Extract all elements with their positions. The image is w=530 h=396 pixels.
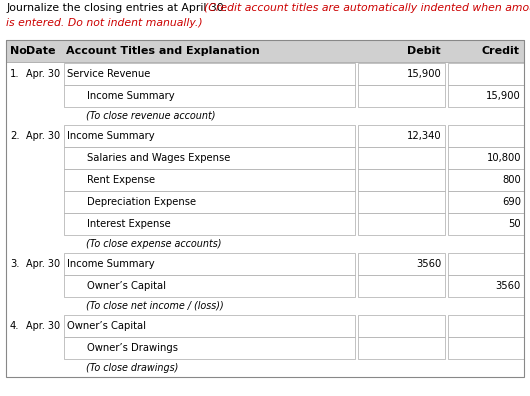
- Bar: [64, 337, 355, 359]
- Bar: [358, 275, 445, 297]
- Bar: [358, 337, 445, 359]
- Bar: [64, 125, 355, 147]
- Text: Income Summary: Income Summary: [87, 91, 174, 101]
- Bar: [358, 315, 445, 337]
- Text: 10,800: 10,800: [487, 153, 521, 163]
- Bar: [6, 40, 524, 62]
- Bar: [64, 213, 355, 235]
- Text: 800: 800: [502, 175, 521, 185]
- Text: Income Summary: Income Summary: [67, 259, 155, 269]
- Bar: [64, 253, 355, 275]
- Text: No.: No.: [10, 46, 31, 56]
- Bar: [448, 337, 524, 359]
- Text: 2.: 2.: [10, 131, 20, 141]
- Text: Income Summary: Income Summary: [67, 131, 155, 141]
- Bar: [358, 125, 445, 147]
- Text: Owner’s Capital: Owner’s Capital: [67, 321, 146, 331]
- Bar: [358, 85, 445, 107]
- Bar: [448, 253, 524, 275]
- Bar: [448, 275, 524, 297]
- Text: 15,900: 15,900: [486, 91, 521, 101]
- Bar: [358, 63, 445, 85]
- Text: Journalize the closing entries at April 30.: Journalize the closing entries at April …: [6, 3, 231, 13]
- Bar: [448, 147, 524, 169]
- Text: 3560: 3560: [496, 281, 521, 291]
- Bar: [358, 213, 445, 235]
- Bar: [448, 63, 524, 85]
- Text: 4.: 4.: [10, 321, 20, 331]
- Bar: [448, 191, 524, 213]
- Text: Apr. 30: Apr. 30: [26, 321, 60, 331]
- Bar: [64, 147, 355, 169]
- Bar: [64, 275, 355, 297]
- Text: Apr. 30: Apr. 30: [26, 131, 60, 141]
- Text: Rent Expense: Rent Expense: [87, 175, 155, 185]
- Bar: [64, 63, 355, 85]
- Text: (Credit account titles are automatically indented when amount: (Credit account titles are automatically…: [204, 3, 530, 13]
- Text: 690: 690: [502, 197, 521, 207]
- Bar: [64, 191, 355, 213]
- Bar: [358, 169, 445, 191]
- Text: 3.: 3.: [10, 259, 20, 269]
- Text: 1.: 1.: [10, 69, 20, 79]
- Text: Salaries and Wages Expense: Salaries and Wages Expense: [87, 153, 231, 163]
- Text: Apr. 30: Apr. 30: [26, 259, 60, 269]
- Text: Account Titles and Explanation: Account Titles and Explanation: [66, 46, 260, 56]
- Text: Service Revenue: Service Revenue: [67, 69, 151, 79]
- Text: 50: 50: [508, 219, 521, 229]
- Bar: [64, 85, 355, 107]
- Text: Debit: Debit: [408, 46, 441, 56]
- Text: Depreciation Expense: Depreciation Expense: [87, 197, 196, 207]
- Text: Owner’s Capital: Owner’s Capital: [87, 281, 166, 291]
- Bar: [448, 85, 524, 107]
- Text: 12,340: 12,340: [408, 131, 442, 141]
- Bar: [358, 147, 445, 169]
- Text: (To close drawings): (To close drawings): [86, 363, 179, 373]
- Bar: [64, 169, 355, 191]
- Text: Owner’s Drawings: Owner’s Drawings: [87, 343, 178, 353]
- Text: (To close revenue account): (To close revenue account): [86, 111, 216, 121]
- Bar: [448, 169, 524, 191]
- Text: is entered. Do not indent manually.): is entered. Do not indent manually.): [6, 18, 202, 28]
- Bar: [448, 315, 524, 337]
- Bar: [448, 125, 524, 147]
- Text: 3560: 3560: [417, 259, 442, 269]
- Text: Interest Expense: Interest Expense: [87, 219, 171, 229]
- Text: (To close net income / (loss)): (To close net income / (loss)): [86, 301, 224, 311]
- Bar: [358, 191, 445, 213]
- Text: Credit: Credit: [482, 46, 520, 56]
- Bar: [6, 40, 524, 377]
- Bar: [358, 253, 445, 275]
- Bar: [448, 213, 524, 235]
- Text: 15,900: 15,900: [407, 69, 442, 79]
- Text: (To close expense accounts): (To close expense accounts): [86, 239, 222, 249]
- Text: Date: Date: [26, 46, 56, 56]
- Text: Apr. 30: Apr. 30: [26, 69, 60, 79]
- Bar: [64, 315, 355, 337]
